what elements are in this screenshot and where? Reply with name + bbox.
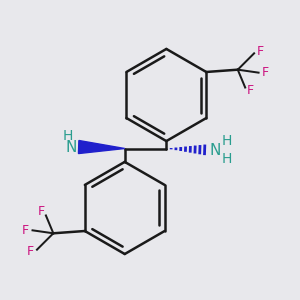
Text: F: F [262, 66, 269, 79]
Polygon shape [79, 140, 125, 154]
Text: H: H [62, 129, 73, 143]
Text: N: N [209, 142, 220, 158]
Text: N: N [65, 140, 77, 154]
Text: F: F [26, 244, 33, 258]
Text: H: H [221, 134, 232, 148]
Text: F: F [247, 84, 254, 97]
Text: H: H [221, 152, 232, 166]
Text: F: F [22, 224, 29, 237]
Text: F: F [257, 45, 264, 58]
Text: F: F [37, 206, 44, 218]
